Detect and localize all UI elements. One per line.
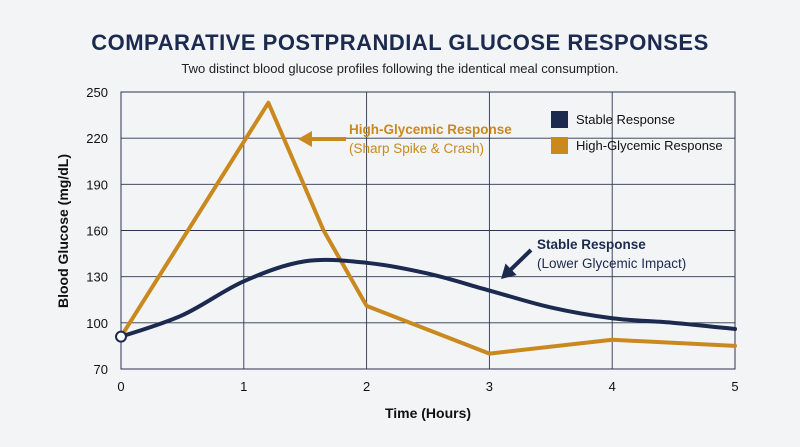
chart-subtitle: Two distinct blood glucose profiles foll…: [181, 61, 619, 76]
legend-swatch: [551, 137, 568, 154]
tick-label-layer: 0 1 2 3 4 5 70 100 130 160 190 220 250: [86, 85, 738, 394]
series-layer: [115, 100, 737, 356]
y-tick-label: 220: [86, 131, 108, 146]
annotation-arrow-head: [298, 131, 312, 147]
x-tick-label: 2: [363, 379, 370, 394]
annotation-arrow-head: [501, 263, 517, 279]
annotation-layer: High-Glycemic Response (Sharp Spike & Cra…: [298, 122, 686, 279]
y-axis-label: Blood Glucose (mg/dL): [55, 154, 71, 308]
y-tick-label: 130: [86, 270, 108, 285]
annotation-arrow-shaft: [507, 248, 533, 274]
legend-label: Stable Response: [576, 112, 675, 127]
y-tick-label: 100: [86, 316, 108, 331]
x-tick-label: 5: [731, 379, 738, 394]
annotation-detail: (Sharp Spike & Crash): [349, 141, 484, 156]
annotation-detail: (Lower Glycemic Impact): [537, 256, 686, 271]
legend: Stable Response High-Glycemic Response: [551, 111, 723, 154]
grid-layer: [120, 91, 736, 370]
x-tick-label: 4: [609, 379, 616, 394]
chart-title: COMPARATIVE POSTPRANDIAL GLUCOSE RESPONS…: [91, 30, 709, 55]
series-line-stable: [119, 257, 737, 339]
x-tick-label: 1: [240, 379, 247, 394]
y-tick-label: 190: [86, 177, 108, 192]
y-tick-label: 160: [86, 224, 108, 239]
annotation-title: High-Glycemic Response: [349, 122, 512, 137]
start-point-marker: [115, 330, 127, 343]
legend-swatch: [551, 111, 568, 128]
legend-label: High-Glycemic Response: [576, 138, 723, 153]
x-tick-label: 0: [117, 379, 124, 394]
x-axis-label: Time (Hours): [385, 405, 471, 421]
y-tick-label: 70: [94, 362, 108, 377]
series-line-high-glycemic: [119, 100, 737, 356]
y-tick-label: 250: [86, 85, 108, 100]
annotation-title: Stable Response: [537, 237, 646, 252]
x-tick-label: 3: [486, 379, 493, 394]
